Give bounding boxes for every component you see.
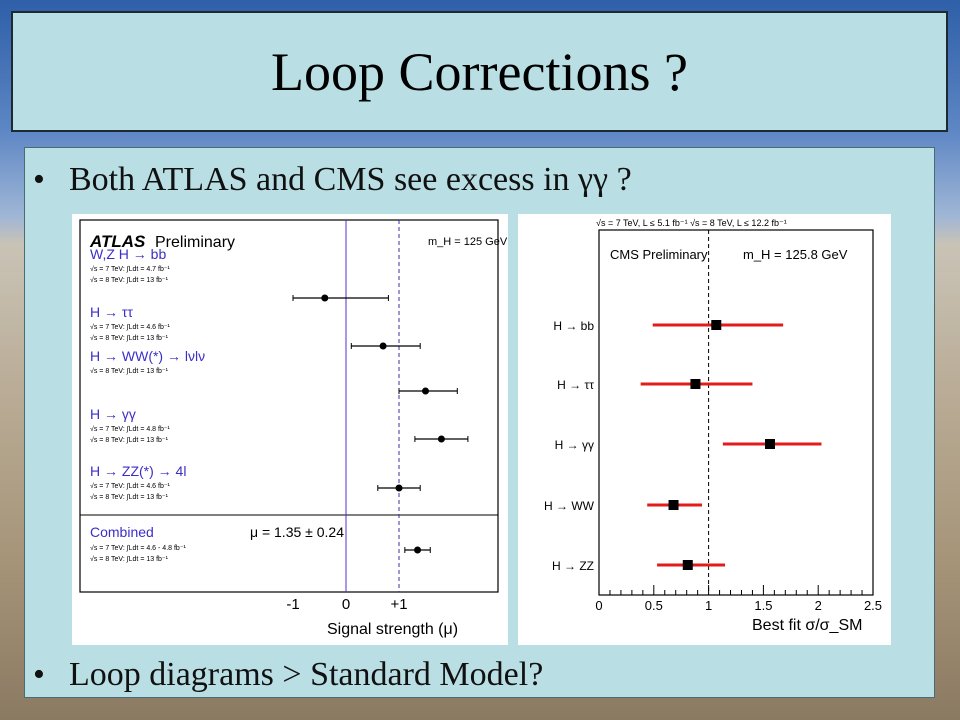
content-box: • Both ATLAS and CMS see excess in γγ ? A… — [24, 147, 935, 698]
cms-category-label: H → ZZ — [552, 559, 594, 573]
atlas-category-lumi: √s = 8 TeV: ∫Ldt = 13 fb⁻¹ — [90, 367, 169, 375]
atlas-combined-label: Combined — [90, 524, 154, 540]
atlas-category-label: H → WW(*) → lνlν — [90, 348, 205, 364]
bullet-1-text: Both ATLAS and CMS see excess in γγ ? — [69, 161, 632, 198]
bullet-2-text: Loop diagrams > Standard Model? — [69, 656, 544, 693]
cms-x-ticks: 0 0.5 1 1.5 2 2.5 — [595, 585, 882, 613]
atlas-category-lumi: √s = 8 TeV: ∫Ldt = 13 fb⁻¹ — [90, 493, 169, 501]
atlas-x-tick-label: +1 — [390, 596, 407, 613]
atlas-data-point — [321, 294, 329, 302]
atlas-data-marks — [292, 294, 469, 554]
atlas-header-right: m_H = 125 GeV — [428, 236, 508, 248]
atlas-category-labels: W,Z H → bb √s = 7 TeV: ∫Ldt = 4.7 fb⁻¹ √s … — [90, 246, 205, 501]
atlas-frame — [79, 219, 499, 593]
cms-data-point — [682, 560, 693, 570]
bullet-dot: • — [33, 161, 45, 198]
cms-x-tick-label: 0.5 — [645, 598, 663, 613]
cms-title: CMS Preliminary — [610, 247, 708, 262]
cms-data-marks — [640, 320, 822, 570]
cms-chart: √s = 7 TeV, L ≤ 5.1 fb⁻¹ √s = 8 TeV, L ≤… — [544, 218, 882, 634]
atlas-chart: ATLAS Preliminary m_H = 125 GeV W,Z H → … — [79, 219, 508, 638]
atlas-x-tick-label: 0 — [342, 596, 350, 613]
atlas-category-lumi: √s = 8 TeV: ∫Ldt = 13 fb⁻¹ — [90, 436, 169, 444]
atlas-category-label: H → ττ — [90, 304, 133, 320]
bullet-1: • Both ATLAS and CMS see excess in γγ ? — [33, 161, 632, 199]
atlas-category-lumi: √s = 8 TeV: ∫Ldt = 13 fb⁻¹ — [90, 276, 169, 284]
cms-category-label: H → γγ — [555, 438, 594, 452]
cms-category-label: H → WW — [544, 499, 595, 513]
cms-data-point — [690, 379, 701, 389]
atlas-data-point — [379, 342, 387, 350]
atlas-x-ticks: -1 0 +1 — [286, 596, 407, 613]
atlas-data-point — [395, 484, 403, 492]
cms-category-label: H → bb — [553, 319, 594, 333]
atlas-data-point — [422, 387, 429, 395]
atlas-x-axis-label: Signal strength (μ) — [327, 621, 458, 638]
atlas-category-label: H → γγ — [90, 406, 136, 422]
atlas-chart-panel: ATLAS Preliminary m_H = 125 GeV W,Z H → … — [72, 214, 508, 645]
cms-x-tick-label: 1 — [705, 598, 712, 613]
bullet-2: • Loop diagrams > Standard Model? — [33, 656, 543, 694]
cms-chart-panel: √s = 7 TeV, L ≤ 5.1 fb⁻¹ √s = 8 TeV, L ≤… — [518, 214, 891, 645]
cms-x-tick-label: 2.5 — [864, 598, 882, 613]
atlas-data-point — [414, 546, 422, 554]
cms-top-label: √s = 7 TeV, L ≤ 5.1 fb⁻¹ √s = 8 TeV, L ≤… — [596, 218, 787, 228]
atlas-category-lumi: √s = 7 TeV: ∫Ldt = 4.7 fb⁻¹ — [90, 265, 171, 273]
atlas-category-lumi: √s = 7 TeV: ∫Ldt = 4.6 fb⁻¹ — [90, 482, 171, 490]
atlas-category-lumi: √s = 7 TeV: ∫Ldt = 4.6 fb⁻¹ — [90, 323, 171, 331]
atlas-title: ATLAS — [89, 232, 146, 251]
cms-x-axis-label: Best fit σ/σ_SM — [752, 617, 862, 634]
slide-title: Loop Corrections ? — [271, 41, 688, 102]
cms-data-point — [764, 439, 775, 449]
cms-x-tick-label: 2 — [815, 598, 822, 613]
cms-category-label: H → ττ — [557, 378, 594, 392]
cms-category-labels: H → bb H → ττ H → γγ H → WW H → ZZ — [544, 319, 595, 573]
atlas-x-tick-label: -1 — [286, 596, 299, 613]
cms-header-right: m_H = 125.8 GeV — [743, 247, 848, 262]
atlas-combined-lumi-2: √s = 8 TeV: ∫Ldt = 13 fb⁻¹ — [90, 555, 169, 563]
cms-frame — [598, 229, 874, 596]
bullet-dot: • — [33, 656, 45, 693]
title-box: Loop Corrections ? — [11, 11, 948, 132]
atlas-category-label: W,Z H → bb — [90, 246, 166, 262]
cms-data-point — [711, 320, 722, 330]
atlas-category-lumi: √s = 7 TeV: ∫Ldt = 4.8 fb⁻¹ — [90, 425, 171, 433]
atlas-category-lumi: √s = 8 TeV: ∫Ldt = 13 fb⁻¹ — [90, 334, 169, 342]
atlas-data-point — [437, 435, 445, 443]
cms-x-tick-label: 0 — [595, 598, 602, 613]
atlas-subtitle: Preliminary — [155, 234, 235, 251]
cms-x-tick-label: 1.5 — [754, 598, 772, 613]
atlas-combined-result: μ = 1.35 ± 0.24 — [250, 524, 344, 540]
cms-data-point — [668, 500, 679, 510]
atlas-combined-lumi-1: √s = 7 TeV: ∫Ldt = 4.6 - 4.8 fb⁻¹ — [90, 544, 187, 552]
atlas-category-label: H → ZZ(*) → 4l — [90, 463, 186, 479]
